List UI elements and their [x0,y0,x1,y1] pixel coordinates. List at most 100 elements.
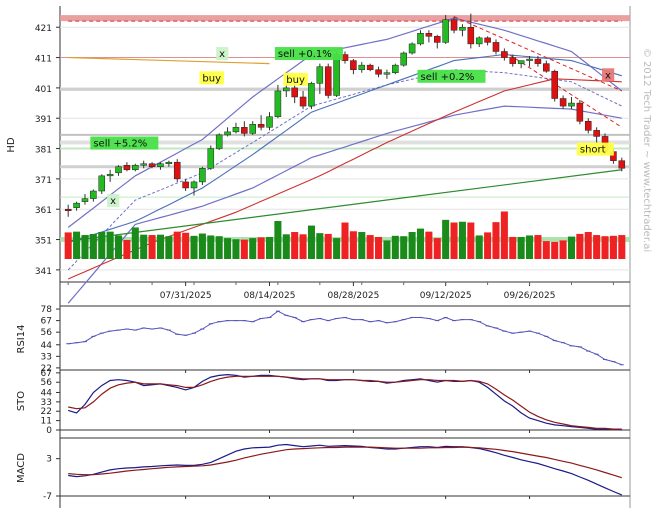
candle-body [383,72,391,75]
volume-bar [349,231,357,259]
candle-body [559,98,567,107]
candle-body [333,54,340,96]
signal-label-bg [274,47,343,61]
volume-bar [64,232,72,259]
macd-tick-label: -7 [43,492,52,502]
bollinger-middle [67,69,623,271]
rsi-tick-label: 33 [41,352,52,362]
volume-bar [358,232,366,259]
candle-body [366,64,374,70]
candle-body [81,198,89,202]
candle-body [467,26,475,45]
sto-tick-label: 44 [41,388,53,398]
candle-body [584,121,592,131]
candle-body [232,127,240,133]
volume-bar [224,238,232,259]
volume-bar [182,232,190,259]
candle-body [249,124,257,134]
volume-bar [198,233,206,259]
volume-bar [282,234,290,259]
signal-label-bg [576,142,614,156]
candle-body [274,90,282,117]
macd-signal-line [68,446,622,479]
volume-bar [576,233,584,259]
sto-tick-label: 11 [41,417,52,427]
candle-body [257,124,265,128]
volume-bar [484,232,492,259]
volume-bar [416,228,425,259]
sto-tick-label: 0 [46,426,52,436]
candle-body [433,36,441,43]
candle-body [358,64,366,70]
candle-body [215,134,223,149]
volume-bar [249,238,257,259]
candle-body [165,161,173,164]
volume-bar [526,235,534,259]
candle-body [182,181,189,189]
date-tick-label: 09/26/2025 [504,291,556,301]
date-tick-label: 08/28/2025 [327,291,379,301]
volume-bar [106,231,114,259]
rsi-tick-label: 67 [41,317,52,327]
signal-label: x [605,70,611,81]
volume-bar [467,222,475,259]
candles [64,13,626,217]
volume-bar [567,236,576,259]
volume-bar [123,240,131,259]
volume-bar [433,238,441,259]
volume-bar [232,239,240,259]
candle-body [501,51,508,58]
price-tick-label: 401 [35,85,52,95]
volume-bar [391,235,399,259]
candle-body [73,202,80,208]
price-tick-label: 381 [35,146,52,156]
rsi-panel-label: RSI14 [16,325,27,354]
volume-bar [156,234,164,259]
candle-body [241,127,248,134]
volume-bar [551,241,559,259]
volume-bar [375,236,383,259]
candle-body [425,33,433,37]
signal-label: x [219,49,225,60]
bollinger-lower [67,105,622,304]
signal-label-bg [602,68,615,82]
volume-bar [114,235,123,259]
volume-bar [475,235,483,259]
candle-body [291,87,298,98]
candle-body [115,166,122,174]
candle-body [148,163,156,167]
price-tick-label: 391 [35,115,52,125]
candle-body [459,26,466,31]
macd-tick-label: 3 [46,455,52,465]
volume-bar [383,240,391,259]
downtrend-line-2 [504,51,623,128]
candle-body [173,161,181,180]
signal-label: x [110,196,116,207]
candle-body [442,19,449,43]
candle-body [551,70,558,99]
volume-bar [618,235,626,259]
signal-label-bg [199,71,225,85]
volume-bar [517,236,525,259]
volume-bar [148,235,156,259]
volume-bar [584,232,592,259]
candle-body [568,102,575,107]
price-tick-label: 361 [35,206,52,216]
date-tick-label: 08/14/2025 [244,291,296,301]
volume-bar [500,211,508,259]
candle-body [492,42,500,52]
bollinger-upper [67,17,623,228]
date-tick-label: 09/12/2025 [420,291,472,301]
sto-tick-label: 56 [41,378,53,388]
volume-bar [215,236,223,259]
candle-body [224,131,231,136]
stochastic-k-line [68,373,622,431]
price-tick-label: 411 [35,55,52,65]
price-tick-label: 421 [35,24,52,34]
candle-body [266,116,273,128]
volume-bar [291,232,299,259]
volume-bar [207,235,215,259]
volume-bar [324,233,332,259]
volume-bar [140,234,148,259]
candle-body [64,208,72,211]
